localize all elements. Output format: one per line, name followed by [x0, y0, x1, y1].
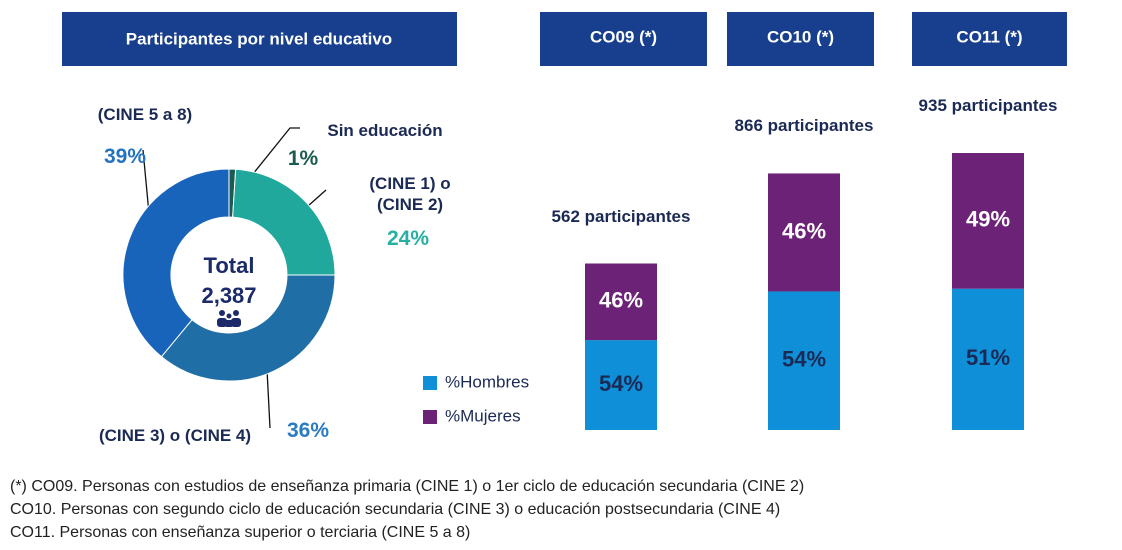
slice-value: 36%: [286, 419, 330, 442]
bar-value-label: 54%: [782, 347, 826, 372]
header-box: [912, 12, 1067, 66]
header-box: [62, 12, 457, 66]
slice-value: 24%: [386, 227, 430, 250]
bar-segment: [768, 291, 840, 430]
bar-total-label: 935 participantes: [918, 96, 1058, 115]
pie-slice: [122, 168, 230, 358]
footnote: CO11. Personas con enseñanza superior o …: [10, 524, 471, 541]
center-label: Total: [204, 253, 255, 278]
pie-slice: [232, 168, 336, 276]
slice-value: 39%: [103, 145, 147, 168]
bar-header: CO09 (*): [590, 27, 657, 46]
bar-segment: [952, 153, 1024, 289]
slice-label: Sin educación: [327, 121, 443, 140]
bar-value-label: 46%: [782, 218, 826, 243]
bar-segment: [952, 288, 1024, 430]
slice-value: 1%: [287, 147, 319, 170]
bar-segment: [585, 340, 657, 430]
bar-value-label: 49%: [966, 207, 1010, 232]
bar-header: CO10 (*): [767, 27, 834, 46]
bar-segment: [585, 263, 657, 341]
legend-swatch: [423, 410, 437, 424]
bar-total-label: 562 participantes: [551, 206, 691, 226]
legend-swatch: [423, 376, 437, 390]
footnote: CO10. Personas con segundo ciclo de educ…: [10, 501, 781, 518]
slice-label: (CINE 5 a 8): [97, 105, 193, 124]
people-icon: [217, 310, 241, 327]
bar-value-label: 51%: [966, 345, 1010, 370]
slice-label: (CINE 3) o (CINE 4): [98, 426, 252, 445]
header-box: [727, 12, 874, 66]
legend-label: %Mujeres: [445, 406, 521, 425]
bar-total-label: 866 participantes: [734, 116, 874, 136]
bar-value-label: 46%: [599, 288, 643, 313]
pie-slice: [160, 274, 336, 382]
center-total: 2,387: [201, 283, 256, 308]
header-box: [540, 12, 707, 66]
slice-label: (CINE 1) o (CINE 2): [369, 174, 451, 214]
bar-header: CO11 (*): [956, 27, 1022, 46]
legend-label: %Hombres: [445, 372, 529, 391]
bar-value-label: 54%: [599, 371, 643, 396]
footnote: (*) CO09. Personas con estudios de enseñ…: [10, 478, 805, 495]
bar-segment: [768, 173, 840, 292]
pie-title: Participantes por nivel educativo: [126, 29, 392, 48]
